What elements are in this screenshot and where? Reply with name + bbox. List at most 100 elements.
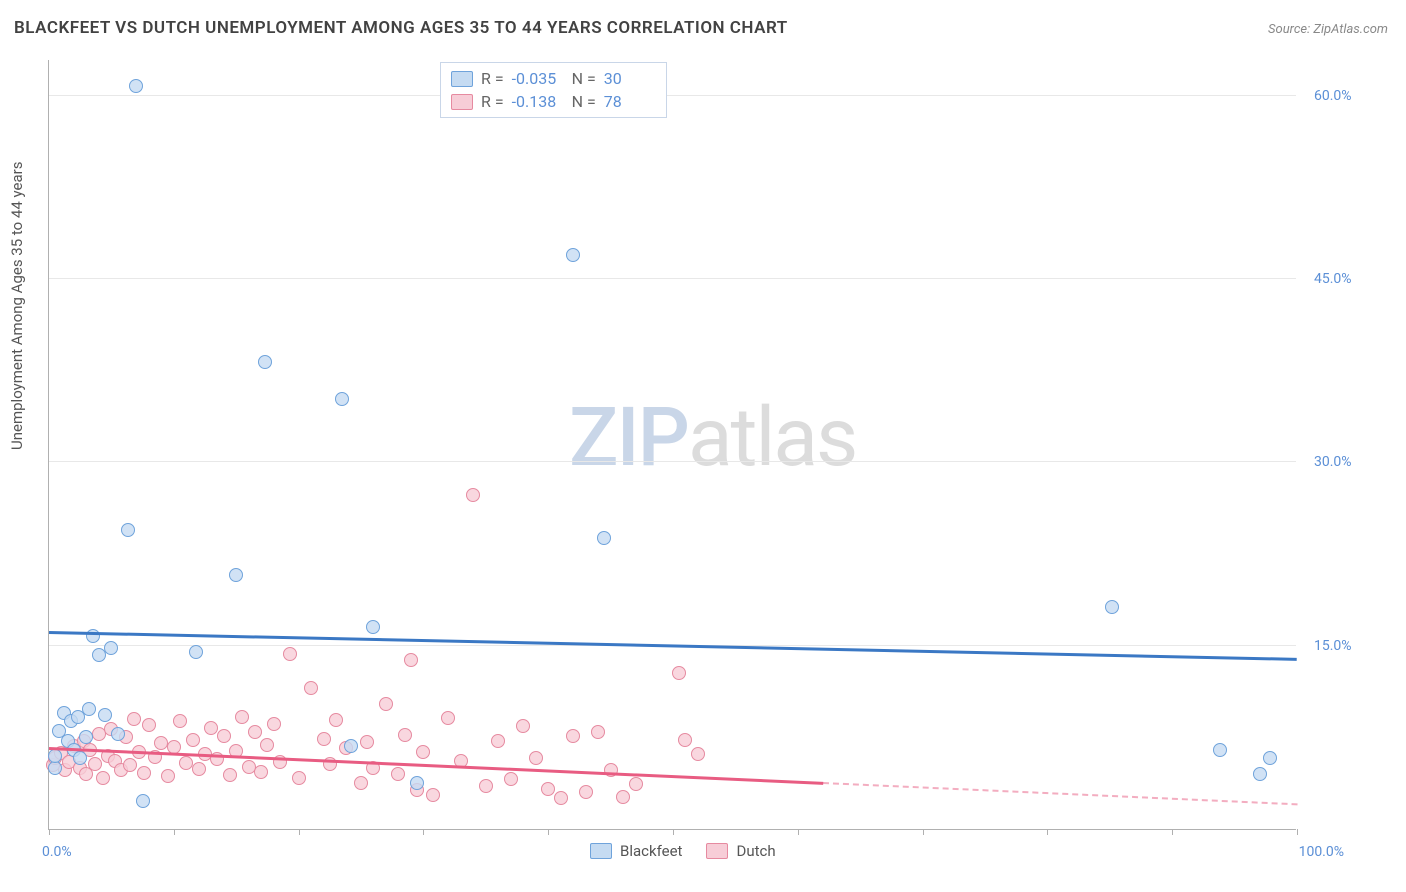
blackfeet-marker [229,568,243,582]
dutch-marker [317,732,331,746]
dutch-marker [591,725,605,739]
dutch-marker [391,767,405,781]
blackfeet-r-value: -0.035 [512,69,564,88]
y-tick-label: 60.0% [1314,88,1352,104]
blackfeet-marker [136,794,150,808]
dutch-marker [88,757,102,771]
blackfeet-marker [410,776,424,790]
dutch-trendline-extrapolated [823,782,1297,805]
y-tick-label: 30.0% [1314,454,1352,470]
blackfeet-marker [1213,743,1227,757]
blackfeet-marker [104,641,118,655]
dutch-marker [529,751,543,765]
dutch-marker [142,718,156,732]
blackfeet-marker [79,730,93,744]
blackfeet-marker [189,645,203,659]
r-label: R = [481,92,504,111]
blackfeet-marker [566,248,580,262]
dutch-marker [186,733,200,747]
blackfeet-marker [121,523,135,537]
dutch-marker [235,710,249,724]
x-tick [548,829,549,835]
dutch-marker [304,681,318,695]
gridline [49,461,1296,462]
x-tick [1047,829,1048,835]
legend-item-blackfeet: Blackfeet [590,842,682,860]
stats-row-blackfeet: R = -0.035 N = 30 [451,67,656,90]
dutch-marker [329,713,343,727]
blackfeet-n-value: 30 [604,69,656,88]
dutch-marker [416,745,430,759]
blackfeet-marker [82,702,96,716]
dutch-marker [292,771,306,785]
scatter-plot-area: ZIPatlas [48,60,1296,830]
x-tick [673,829,674,835]
x-tick [798,829,799,835]
legend: Blackfeet Dutch [590,842,776,860]
chart-title: BLACKFEET VS DUTCH UNEMPLOYMENT AMONG AG… [14,18,788,38]
gridline [49,95,1296,96]
x-tick-label: 100.0% [1299,844,1344,860]
dutch-n-value: 78 [604,92,656,111]
blackfeet-marker [48,761,62,775]
dutch-marker [516,719,530,733]
blackfeet-marker [1263,751,1277,765]
dutch-marker [360,735,374,749]
dutch-marker [426,788,440,802]
dutch-marker [678,733,692,747]
blackfeet-legend-label: Blackfeet [620,842,682,860]
dutch-marker [398,728,412,742]
watermark: ZIPatlas [569,390,856,486]
blackfeet-marker [48,749,62,763]
dutch-marker [260,738,274,752]
dutch-marker [204,721,218,735]
dutch-marker [173,714,187,728]
blackfeet-marker [111,727,125,741]
blackfeet-marker [98,708,112,722]
dutch-marker [137,766,151,780]
dutch-swatch [451,94,473,110]
blackfeet-trendline [49,631,1297,661]
blackfeet-swatch [451,71,473,87]
x-tick-label: 0.0% [42,844,72,860]
watermark-zip: ZIP [569,390,688,486]
dutch-marker [504,772,518,786]
dutch-marker [629,777,643,791]
dutch-legend-swatch [706,843,728,859]
dutch-marker [479,779,493,793]
dutch-marker [354,776,368,790]
blackfeet-marker [129,79,143,93]
x-tick [299,829,300,835]
dutch-marker [691,747,705,761]
stats-row-dutch: R = -0.138 N = 78 [451,90,656,113]
dutch-marker [404,653,418,667]
dutch-marker [123,758,137,772]
source-attribution: Source: ZipAtlas.com [1268,22,1388,37]
dutch-marker [254,765,268,779]
dutch-marker [491,734,505,748]
gridline [49,278,1296,279]
blackfeet-marker [1253,767,1267,781]
dutch-r-value: -0.138 [512,92,564,111]
n-label: N = [572,92,596,111]
blackfeet-marker [597,531,611,545]
x-tick [923,829,924,835]
correlation-stats-box: R = -0.035 N = 30 R = -0.138 N = 78 [440,62,667,118]
dutch-marker [248,725,262,739]
blackfeet-marker [335,392,349,406]
dutch-marker [466,488,480,502]
dutch-marker [579,785,593,799]
x-tick [49,829,50,835]
dutch-marker [161,769,175,783]
blackfeet-marker [1105,600,1119,614]
dutch-legend-label: Dutch [736,842,775,860]
x-tick [423,829,424,835]
blackfeet-legend-swatch [590,843,612,859]
x-tick [174,829,175,835]
n-label: N = [572,69,596,88]
dutch-marker [192,762,206,776]
x-tick [1172,829,1173,835]
dutch-marker [223,768,237,782]
y-tick-label: 15.0% [1314,638,1352,654]
dutch-marker [283,647,297,661]
